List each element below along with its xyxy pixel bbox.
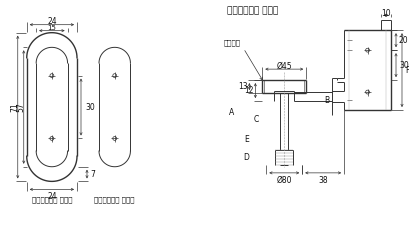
Text: フック引掛時 断面図: フック引掛時 断面図: [227, 6, 278, 15]
Text: 黒色ゴム: 黒色ゴム: [223, 40, 240, 47]
Text: 24: 24: [47, 192, 56, 201]
Text: 38: 38: [318, 176, 327, 185]
Text: B: B: [324, 96, 329, 105]
Text: フック回転時 正面図: フック回転時 正面図: [31, 197, 72, 203]
Text: 30: 30: [398, 61, 408, 70]
Text: 15: 15: [47, 25, 56, 31]
Text: 24: 24: [47, 17, 56, 26]
Text: 57: 57: [16, 102, 25, 112]
Text: Ø80: Ø80: [276, 176, 291, 185]
Text: 20: 20: [398, 36, 408, 45]
Text: 12: 12: [243, 86, 253, 95]
Text: D: D: [243, 153, 249, 162]
Text: 10: 10: [380, 9, 390, 18]
Text: Ø45: Ø45: [276, 62, 291, 71]
Text: フック収納時 正面図: フック収納時 正面図: [94, 197, 135, 203]
Text: C: C: [253, 115, 258, 125]
Text: 71: 71: [10, 102, 19, 112]
Text: 30: 30: [85, 102, 94, 112]
Text: A: A: [228, 108, 234, 116]
Text: F: F: [404, 66, 408, 75]
Text: E: E: [243, 135, 248, 144]
Text: 7: 7: [90, 170, 94, 179]
Text: 13: 13: [237, 82, 247, 91]
